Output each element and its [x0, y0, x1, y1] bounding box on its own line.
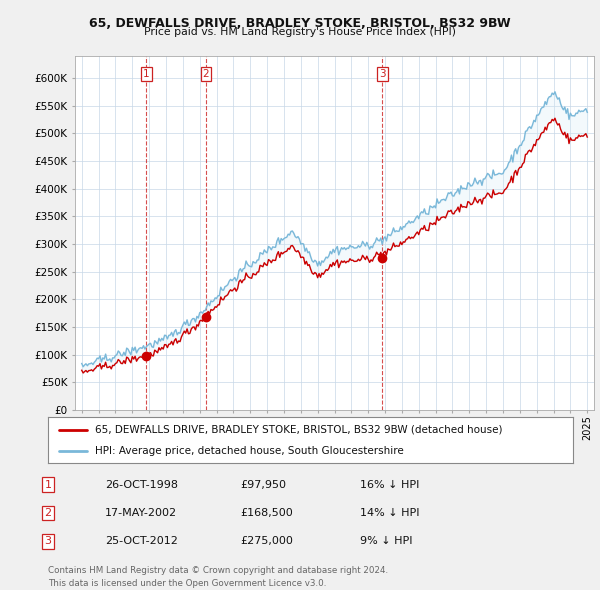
Text: Contains HM Land Registry data © Crown copyright and database right 2024.: Contains HM Land Registry data © Crown c…: [48, 566, 388, 575]
Text: 1: 1: [44, 480, 52, 490]
Text: £275,000: £275,000: [240, 536, 293, 546]
Text: 2: 2: [203, 69, 209, 78]
Text: Price paid vs. HM Land Registry's House Price Index (HPI): Price paid vs. HM Land Registry's House …: [144, 27, 456, 37]
Text: £168,500: £168,500: [240, 508, 293, 518]
Text: 1: 1: [143, 69, 149, 78]
Text: £97,950: £97,950: [240, 480, 286, 490]
Text: 26-OCT-1998: 26-OCT-1998: [105, 480, 178, 490]
Text: 25-OCT-2012: 25-OCT-2012: [105, 536, 178, 546]
Text: 65, DEWFALLS DRIVE, BRADLEY STOKE, BRISTOL, BS32 9BW (detached house): 65, DEWFALLS DRIVE, BRADLEY STOKE, BRIST…: [95, 425, 503, 435]
Text: HPI: Average price, detached house, South Gloucestershire: HPI: Average price, detached house, Sout…: [95, 445, 404, 455]
Text: This data is licensed under the Open Government Licence v3.0.: This data is licensed under the Open Gov…: [48, 579, 326, 588]
Text: 3: 3: [379, 69, 386, 78]
Text: 3: 3: [44, 536, 52, 546]
Text: 2: 2: [44, 508, 52, 518]
Text: 16% ↓ HPI: 16% ↓ HPI: [360, 480, 419, 490]
Text: 65, DEWFALLS DRIVE, BRADLEY STOKE, BRISTOL, BS32 9BW: 65, DEWFALLS DRIVE, BRADLEY STOKE, BRIST…: [89, 17, 511, 30]
Text: 14% ↓ HPI: 14% ↓ HPI: [360, 508, 419, 518]
Text: 17-MAY-2002: 17-MAY-2002: [105, 508, 177, 518]
Text: 9% ↓ HPI: 9% ↓ HPI: [360, 536, 413, 546]
